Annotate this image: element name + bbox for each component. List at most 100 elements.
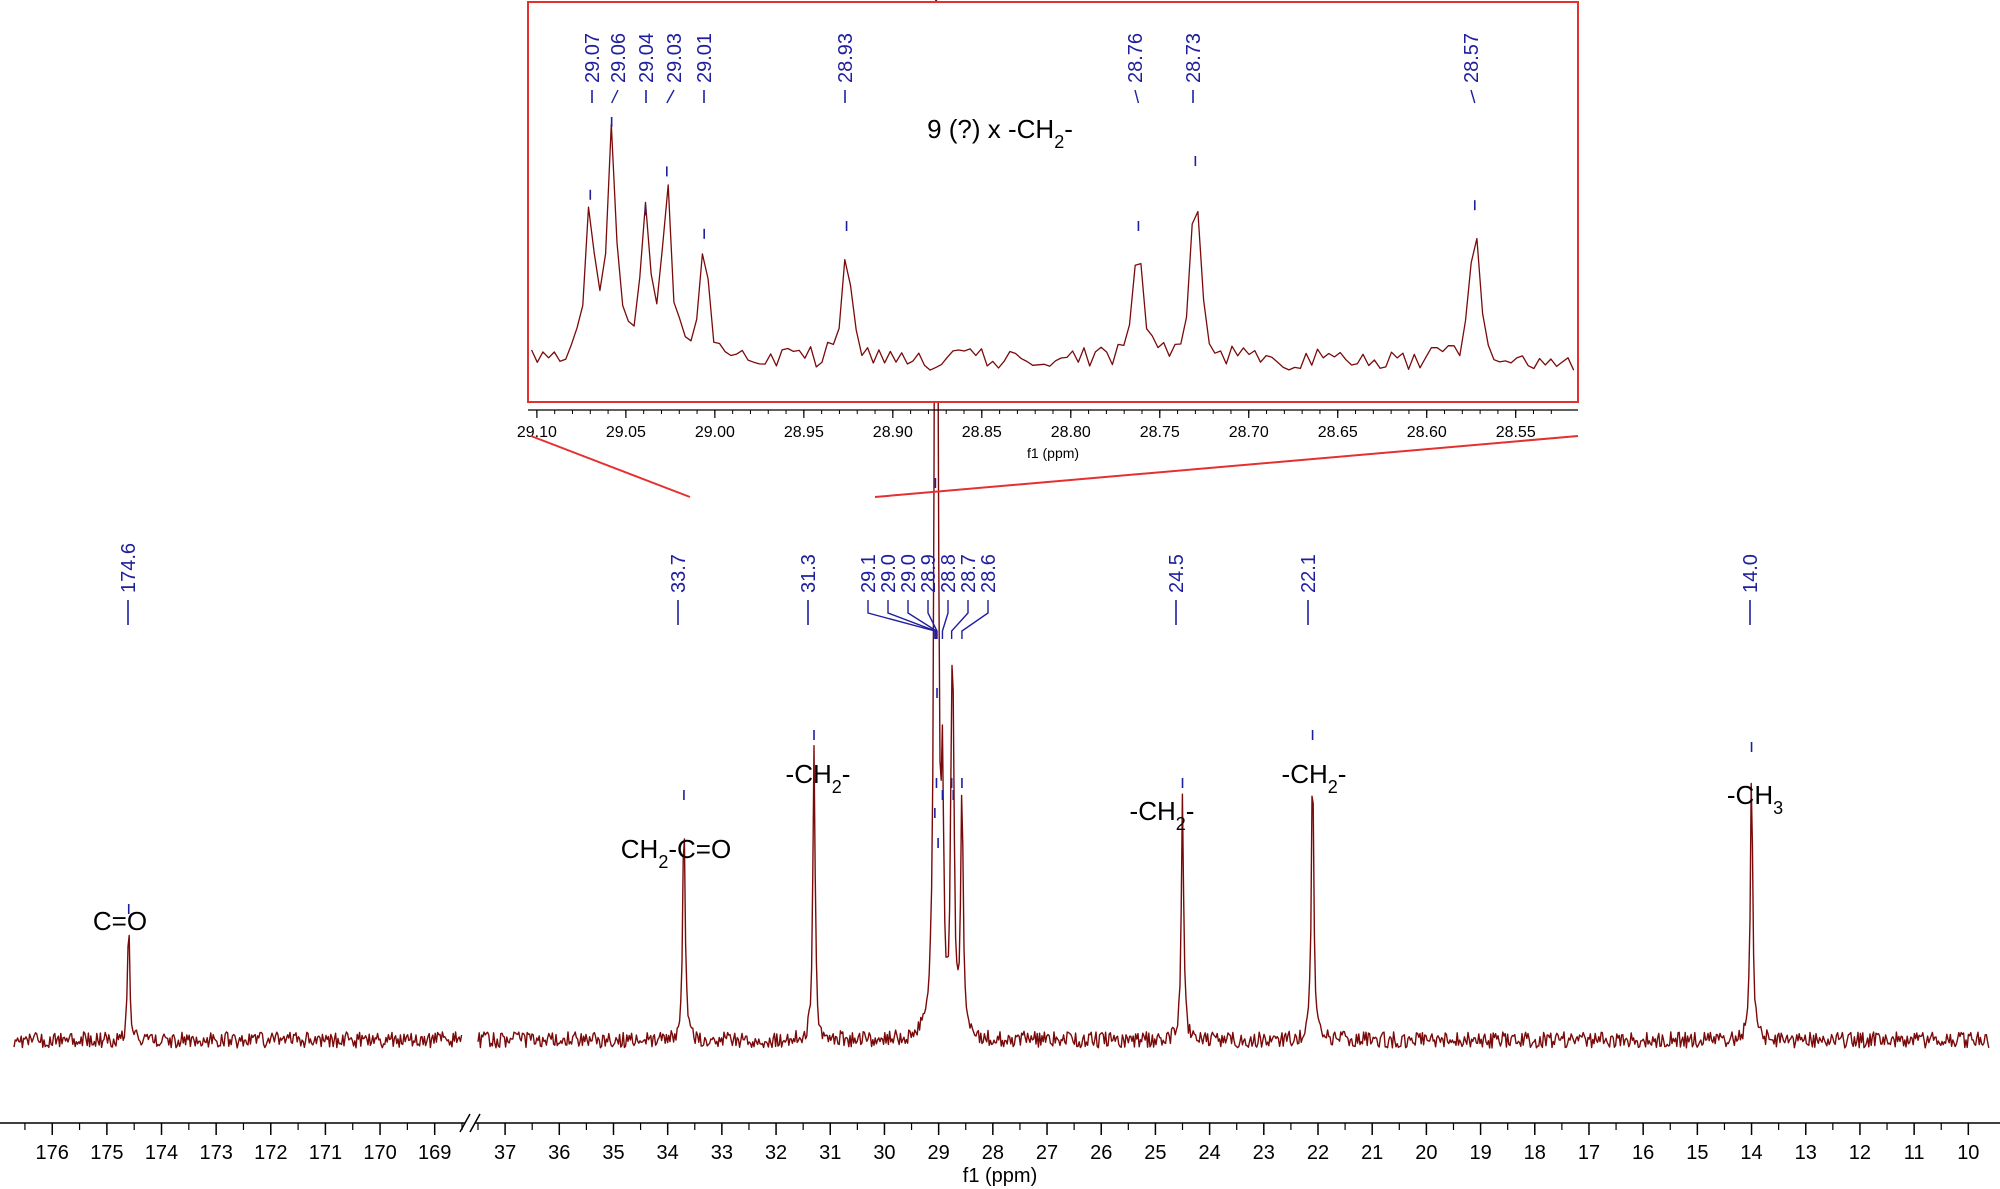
inset-peak-label: 29.03 — [664, 33, 686, 83]
peak-label: 29.1 — [858, 554, 880, 593]
x-tick-label: 172 — [254, 1142, 287, 1164]
x-tick-label: 171 — [309, 1142, 342, 1164]
x-tick-label: 19 — [1469, 1142, 1491, 1164]
inset-spectrum-trace — [531, 123, 1575, 371]
inset-x-tick-label: 29.05 — [606, 424, 646, 441]
x-tick-label: 15 — [1686, 1142, 1708, 1164]
inset-peak-leader — [1470, 89, 1476, 104]
peak-label: 22.1 — [1298, 554, 1320, 593]
inset-peak-label: 28.73 — [1183, 33, 1205, 83]
inset-peak-label: 28.76 — [1125, 33, 1147, 83]
inset-spectrum: 29.10 29.05 29.00 28.95 28.90 28.85 28.80 28.75… — [517, 1, 1579, 498]
x-tick-label: 29 — [928, 1142, 950, 1164]
x-tick-label: 35 — [602, 1142, 624, 1164]
x-tick-label: 21 — [1361, 1142, 1383, 1164]
inset-peak-label: 29.07 — [582, 33, 604, 83]
x-tick-label: 11 — [1904, 1142, 1925, 1164]
peak-leader-line — [950, 600, 969, 639]
inset-peak-leader — [1134, 89, 1140, 104]
x-tick-label: 12 — [1849, 1142, 1871, 1164]
inset-peak-label: 29.04 — [636, 33, 658, 83]
inset-x-tick-label: 29.10 — [517, 424, 557, 441]
peak-label: 24.5 — [1166, 554, 1188, 593]
inset-x-tick-label: 28.85 — [962, 424, 1002, 441]
inset-annotation: 9 (?) x -CH2- — [927, 114, 1073, 152]
x-tick-label: 24 — [1198, 1142, 1220, 1164]
peak-annotation: C=O — [93, 906, 147, 936]
zoom-connector-line — [874, 435, 1579, 498]
peak-label: 28.6 — [978, 554, 1000, 593]
inset-x-axis-title: f1 (ppm) — [1027, 445, 1079, 461]
spectrum-trace — [13, 934, 463, 1049]
x-tick-label: 16 — [1632, 1142, 1654, 1164]
peak-label: 174.6 — [118, 543, 140, 593]
inset-x-tick-label: 29.00 — [695, 424, 735, 441]
inset-peak-label: 29.01 — [694, 33, 716, 83]
peak-label: 33.7 — [668, 554, 690, 593]
peak-annotation: -CH2- — [1282, 759, 1347, 797]
x-axis-title: f1 (ppm) — [963, 1165, 1037, 1187]
inset-x-tick-label: 28.95 — [784, 424, 824, 441]
x-tick-label: 10 — [1957, 1142, 1979, 1164]
peak-annotation: -CH2- — [786, 759, 851, 797]
x-tick-label: 176 — [36, 1142, 69, 1164]
peak-annotation: -CH2- — [1130, 796, 1195, 834]
x-tick-label: 17 — [1578, 1142, 1600, 1164]
axis-break-mark — [469, 1113, 481, 1133]
peak-leader-line — [867, 600, 936, 639]
x-tick-label: 34 — [657, 1142, 679, 1164]
peak-leader-line — [927, 600, 938, 639]
zoom-connector-line — [530, 435, 691, 498]
x-tick-label: 14 — [1740, 1142, 1762, 1164]
peak-annotation: -CH3 — [1727, 780, 1783, 818]
x-tick-label: 175 — [90, 1142, 123, 1164]
x-tick-label: 20 — [1415, 1142, 1437, 1164]
x-tick-label: 25 — [1144, 1142, 1166, 1164]
inset-peak-label: 29.06 — [608, 33, 630, 83]
inset-peak-label: 28.93 — [835, 33, 857, 83]
x-tick-label: 37 — [494, 1142, 516, 1164]
peak-leader-line — [907, 600, 938, 639]
peak-label: 14.0 — [1740, 554, 1762, 593]
peak-annotation: CH2-C=O — [621, 834, 731, 872]
x-tick-label: 36 — [548, 1142, 570, 1164]
peak-label: 31.3 — [798, 554, 820, 593]
x-tick-label: 30 — [873, 1142, 895, 1164]
x-tick-label: 18 — [1524, 1142, 1546, 1164]
inset-peak-leader — [666, 89, 675, 104]
peak-leader-line — [961, 600, 989, 639]
spectrum-trace — [477, 0, 1990, 1049]
inset-x-tick-label: 28.80 — [1051, 424, 1091, 441]
inset-x-tick-label: 28.70 — [1229, 424, 1269, 441]
peak-leader-line — [941, 600, 949, 639]
inset-x-tick-label: 28.60 — [1407, 424, 1447, 441]
x-tick-label: 28 — [982, 1142, 1004, 1164]
inset-x-tick-label: 28.90 — [873, 424, 913, 441]
inset-peak-label: 28.57 — [1461, 33, 1483, 83]
peak-label: 29.0 — [898, 554, 920, 593]
inset-x-tick-label: 28.55 — [1496, 424, 1536, 441]
peak-leader-line — [887, 600, 937, 639]
x-tick-label: 169 — [418, 1142, 451, 1164]
x-tick-label: 22 — [1307, 1142, 1329, 1164]
peak-label: 29.0 — [878, 554, 900, 593]
peak-label: 28.7 — [958, 554, 980, 593]
x-tick-label: 13 — [1795, 1142, 1817, 1164]
x-tick-label: 26 — [1090, 1142, 1112, 1164]
x-tick-label: 170 — [363, 1142, 396, 1164]
inset-peak-leader — [611, 89, 619, 104]
x-tick-label: 174 — [145, 1142, 178, 1164]
inset-frame — [527, 1, 1579, 403]
x-tick-label: 27 — [1036, 1142, 1058, 1164]
x-tick-label: 32 — [765, 1142, 787, 1164]
inset-x-tick-label: 28.75 — [1140, 424, 1180, 441]
inset-x-tick-label: 28.65 — [1318, 424, 1358, 441]
peak-label: 28.8 — [938, 554, 960, 593]
peak-label: 28.9 — [918, 554, 940, 593]
x-tick-label: 31 — [819, 1142, 841, 1164]
x-tick-label: 173 — [199, 1142, 232, 1164]
x-tick-label: 33 — [711, 1142, 733, 1164]
x-tick-label: 23 — [1253, 1142, 1275, 1164]
